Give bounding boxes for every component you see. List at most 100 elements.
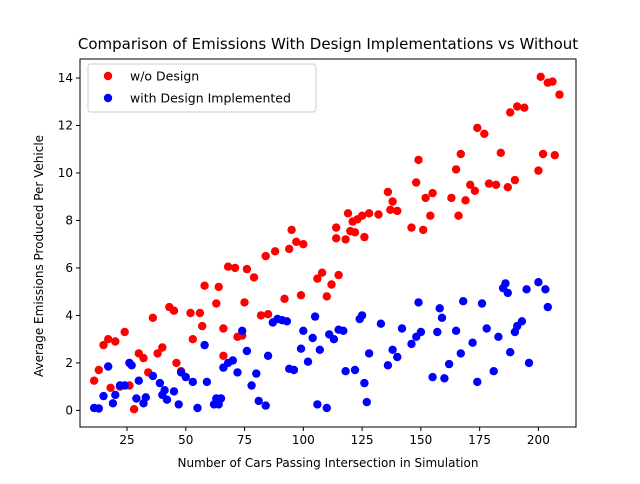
data-point — [393, 352, 402, 362]
data-point — [249, 273, 259, 282]
data-point — [303, 357, 313, 366]
data-point — [296, 291, 306, 300]
data-point — [129, 405, 139, 414]
data-point — [484, 179, 494, 188]
data-point — [470, 186, 480, 195]
data-point — [421, 193, 430, 203]
data-point — [451, 165, 461, 174]
data-point — [111, 390, 120, 400]
data-point — [477, 299, 487, 308]
data-point — [541, 285, 550, 294]
data-point — [108, 399, 118, 408]
data-point — [489, 367, 498, 376]
data-point — [433, 327, 442, 337]
legend-label: w/o Design — [130, 69, 199, 84]
data-point — [99, 340, 108, 350]
data-point — [468, 338, 477, 347]
data-point — [148, 371, 158, 381]
data-point — [451, 326, 461, 335]
data-point — [473, 123, 482, 133]
data-point — [238, 326, 247, 335]
data-point — [282, 317, 292, 326]
data-point — [89, 376, 99, 385]
data-point — [111, 337, 120, 346]
y-tick-label: 6 — [65, 261, 73, 275]
data-point — [332, 234, 341, 243]
data-point — [219, 351, 228, 360]
data-point — [362, 397, 371, 407]
data-point — [254, 396, 263, 406]
data-point — [193, 403, 202, 413]
data-point — [407, 223, 416, 232]
data-point — [219, 324, 228, 333]
data-point — [456, 149, 465, 159]
data-point — [285, 244, 294, 254]
x-tick-label: 50 — [178, 433, 193, 447]
data-point — [357, 211, 367, 220]
data-point — [440, 374, 449, 383]
data-point — [261, 401, 270, 410]
data-point — [202, 377, 212, 387]
data-point — [212, 299, 221, 308]
data-point — [444, 359, 454, 369]
data-point — [104, 335, 113, 344]
data-point — [247, 381, 256, 390]
data-point — [550, 151, 559, 160]
x-tick-label: 75 — [237, 433, 252, 447]
data-point — [473, 377, 482, 387]
data-point — [252, 369, 261, 378]
data-point — [172, 358, 181, 368]
data-point — [104, 362, 113, 371]
data-point — [548, 77, 557, 86]
data-point — [388, 345, 397, 354]
data-point — [510, 175, 520, 185]
x-tick-label: 150 — [409, 433, 432, 447]
data-point — [517, 317, 527, 326]
data-point — [383, 187, 393, 197]
data-point — [308, 333, 317, 343]
x-tick-label: 175 — [468, 433, 491, 447]
y-tick-label: 10 — [58, 166, 73, 180]
data-point — [503, 183, 512, 192]
data-point — [188, 377, 197, 387]
data-point — [397, 324, 407, 333]
data-point — [280, 294, 289, 303]
data-point — [482, 324, 491, 333]
data-point — [350, 365, 360, 375]
y-axis-ticks: 0 2 4 6 8 10 12 14 — [58, 71, 80, 417]
plot-area — [79, 58, 577, 428]
data-point — [169, 387, 179, 396]
data-point — [162, 395, 172, 404]
data-point — [494, 332, 503, 341]
data-point — [414, 298, 423, 307]
data-point — [428, 188, 437, 198]
data-point — [200, 281, 209, 290]
data-point — [456, 349, 465, 358]
data-point — [158, 343, 167, 352]
data-point — [383, 361, 393, 370]
y-tick-label: 12 — [58, 118, 73, 132]
data-point — [503, 288, 512, 298]
legend-box — [87, 63, 317, 113]
data-point — [332, 223, 341, 232]
data-point — [242, 264, 252, 274]
data-point — [200, 340, 209, 350]
data-point — [534, 166, 543, 175]
data-point — [120, 381, 129, 390]
data-point — [153, 349, 162, 358]
series-1 — [89, 72, 564, 414]
data-point — [506, 108, 515, 117]
y-tick-label: 14 — [58, 71, 73, 85]
data-point — [148, 313, 158, 322]
data-point — [520, 103, 529, 112]
data-point — [447, 193, 456, 203]
data-point — [216, 394, 226, 403]
y-tick-label: 4 — [65, 308, 73, 322]
data-point — [376, 319, 386, 328]
data-point — [416, 327, 426, 337]
data-point — [263, 310, 273, 319]
data-point — [242, 346, 252, 356]
data-point — [459, 297, 468, 306]
